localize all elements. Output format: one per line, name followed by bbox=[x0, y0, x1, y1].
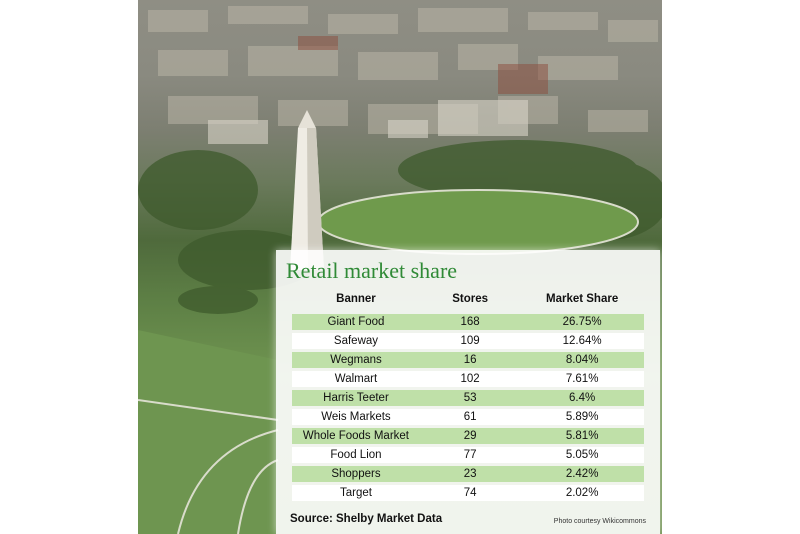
table-row: Whole Foods Market 29 5.81% bbox=[292, 428, 644, 444]
photo-credit: Photo courtesy Wikicommons bbox=[553, 518, 646, 525]
cell-banner: Shoppers bbox=[292, 466, 420, 482]
cell-market-share: 6.4% bbox=[520, 390, 644, 406]
column-header-stores: Stores bbox=[452, 293, 488, 305]
cell-market-share: 7.61% bbox=[520, 371, 644, 387]
cell-stores: 23 bbox=[419, 466, 521, 482]
column-header-market-share: Market Share bbox=[546, 293, 619, 305]
cell-market-share: 5.81% bbox=[520, 428, 644, 444]
cell-banner: Target bbox=[292, 485, 420, 501]
cell-market-share: 2.02% bbox=[520, 485, 644, 501]
washington-aerial-illustration bbox=[138, 6, 662, 534]
cell-stores: 168 bbox=[419, 314, 521, 330]
cell-banner: Food Lion bbox=[292, 447, 420, 463]
source-note: Source: Shelby Market Data bbox=[290, 513, 443, 525]
cell-market-share: 5.89% bbox=[520, 409, 644, 425]
cell-stores: 29 bbox=[419, 428, 521, 444]
table-row: Shoppers 23 2.42% bbox=[292, 466, 644, 482]
market-share-panel: Retail market share Banner Stores Market… bbox=[276, 250, 660, 534]
cell-stores: 77 bbox=[419, 447, 521, 463]
chart-title: Retail market share bbox=[286, 258, 458, 283]
cell-stores: 61 bbox=[419, 409, 521, 425]
table-header-row: Banner Stores Market Share bbox=[292, 287, 644, 311]
table-row: Weis Markets 61 5.89% bbox=[292, 409, 644, 425]
cell-stores: 53 bbox=[419, 390, 521, 406]
cell-market-share: 5.05% bbox=[520, 447, 644, 463]
table-row: Safeway 109 12.64% bbox=[292, 333, 644, 349]
cell-stores: 74 bbox=[419, 485, 521, 501]
table-row: Food Lion 77 5.05% bbox=[292, 447, 644, 463]
cell-banner: Whole Foods Market bbox=[292, 428, 420, 444]
cell-market-share: 12.64% bbox=[520, 333, 644, 349]
cell-market-share: 2.42% bbox=[520, 466, 644, 482]
table-row: Wegmans 16 8.04% bbox=[292, 352, 644, 368]
cell-banner: Safeway bbox=[292, 333, 420, 349]
cell-banner: Walmart bbox=[292, 371, 420, 387]
cell-banner: Giant Food bbox=[292, 314, 420, 330]
market-share-table: Banner Stores Market Share Giant Food 168… bbox=[292, 284, 644, 504]
table-row: Target 74 2.02% bbox=[292, 485, 644, 501]
table-body: Giant Food 168 26.75% Safeway 109 12.64% Wegma… bbox=[292, 314, 644, 501]
cell-stores: 102 bbox=[419, 371, 521, 387]
cell-banner: Weis Markets bbox=[292, 409, 420, 425]
cell-market-share: 26.75% bbox=[520, 314, 644, 330]
cell-stores: 109 bbox=[419, 333, 521, 349]
table-row: Walmart 102 7.61% bbox=[292, 371, 644, 387]
cell-banner: Harris Teeter bbox=[292, 390, 420, 406]
cell-stores: 16 bbox=[419, 352, 521, 368]
cell-banner: Wegmans bbox=[292, 352, 420, 368]
table-row: Harris Teeter 53 6.4% bbox=[292, 390, 644, 406]
table-row: Giant Food 168 26.75% bbox=[292, 314, 644, 330]
column-header-banner: Banner bbox=[336, 293, 376, 305]
cell-market-share: 8.04% bbox=[520, 352, 644, 368]
